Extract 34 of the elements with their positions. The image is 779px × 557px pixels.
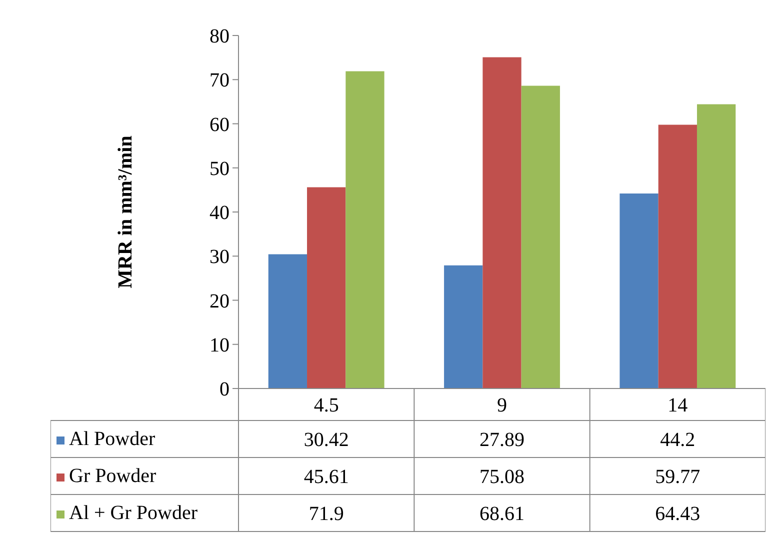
bar xyxy=(620,193,658,388)
y-tick-label: 80 xyxy=(210,26,230,48)
data-label: 45.61 xyxy=(304,466,349,488)
data-label: 75.08 xyxy=(480,466,524,488)
bar xyxy=(268,254,308,388)
x-tick-label: 9 xyxy=(497,394,507,416)
bar xyxy=(521,86,560,388)
y-tick-label: 10 xyxy=(210,334,230,356)
x-tick-label: 14 xyxy=(668,394,688,416)
data-label: 68.61 xyxy=(480,503,524,525)
bar xyxy=(346,71,384,388)
data-label: 27.89 xyxy=(480,429,524,451)
bar xyxy=(482,57,522,388)
data-label: 64.43 xyxy=(655,503,700,525)
data-label: 30.42 xyxy=(304,429,349,451)
data-label: 44.2 xyxy=(660,429,696,451)
data-label: 59.77 xyxy=(655,466,700,488)
legend-label: Al + Gr Powder xyxy=(69,501,198,526)
y-tick-label: 70 xyxy=(210,70,230,92)
x-tick-label: 4.5 xyxy=(314,394,339,416)
legend-label: Gr Powder xyxy=(69,464,156,489)
bar xyxy=(307,187,346,388)
bar xyxy=(658,124,697,388)
y-tick-label: 0 xyxy=(220,378,230,400)
y-tick-label: 60 xyxy=(210,114,230,136)
y-tick-label: 50 xyxy=(210,158,230,180)
y-tick-label: 20 xyxy=(210,290,230,312)
data-label: 71.9 xyxy=(308,503,344,525)
legend-label: Al Powder xyxy=(69,427,156,452)
bar xyxy=(444,265,483,388)
y-tick-label: 40 xyxy=(210,202,230,224)
bar xyxy=(696,104,736,388)
y-tick-label: 30 xyxy=(210,246,230,268)
y-axis-title: MRR in mm³/min xyxy=(114,136,136,288)
